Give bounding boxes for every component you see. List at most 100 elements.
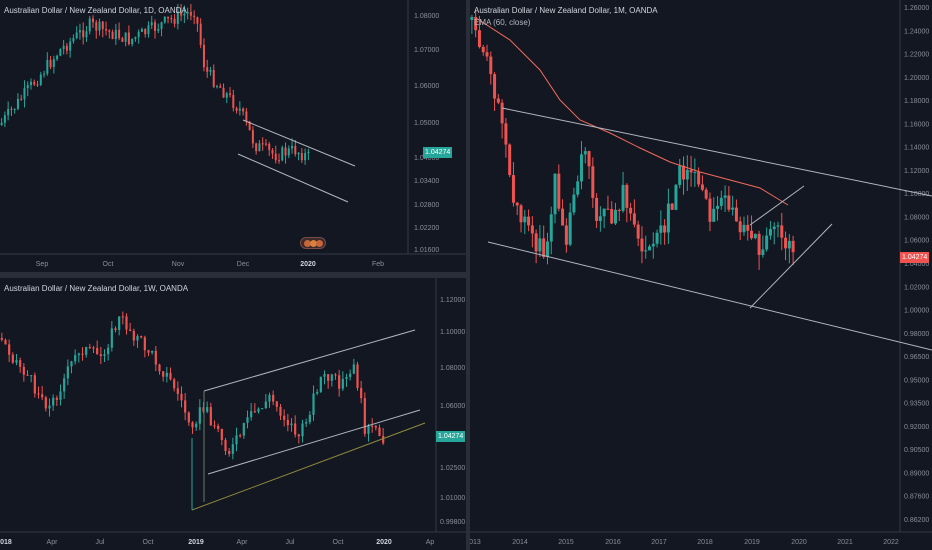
price-tick: 1.08000 bbox=[904, 214, 929, 221]
candle-body bbox=[246, 417, 249, 423]
price-tick: 0.90500 bbox=[904, 447, 929, 454]
candle-body bbox=[129, 329, 132, 331]
candle-body bbox=[37, 393, 40, 395]
candle-body bbox=[572, 194, 576, 213]
weekly-support-line bbox=[191, 422, 426, 511]
candle-body bbox=[232, 94, 235, 109]
candle-body bbox=[485, 52, 489, 57]
candle-body bbox=[689, 169, 693, 173]
candle-body bbox=[198, 407, 201, 424]
daily-chart-pane[interactable]: 1.08000 1.07000 1.06000 1.05000 1.04000 1.034… bbox=[0, 0, 466, 272]
candle-body bbox=[738, 221, 742, 233]
pane-divider-horizontal[interactable] bbox=[0, 272, 466, 278]
candle-body bbox=[640, 238, 644, 252]
candle-body bbox=[3, 115, 6, 123]
candle-body bbox=[283, 415, 286, 420]
candle-body bbox=[629, 207, 633, 214]
candle-body bbox=[125, 316, 128, 330]
monthly-upper-trendline bbox=[501, 107, 932, 197]
candle-body bbox=[341, 378, 344, 389]
candle-body bbox=[534, 233, 538, 252]
candle-body bbox=[648, 246, 652, 251]
candle-body bbox=[62, 45, 65, 49]
candle-body bbox=[561, 208, 565, 226]
candle-body bbox=[33, 375, 36, 394]
candle-body bbox=[52, 59, 55, 68]
candle-body bbox=[154, 22, 156, 31]
candle-body bbox=[530, 225, 534, 234]
candle-body bbox=[10, 108, 13, 110]
time-tick: 2019 bbox=[744, 539, 760, 546]
candle-body bbox=[496, 98, 500, 103]
daily-upper-trendline bbox=[242, 119, 356, 167]
candle-body bbox=[107, 347, 110, 355]
price-tick: 1.20000 bbox=[904, 75, 929, 82]
candle-body bbox=[176, 11, 179, 24]
candle-body bbox=[98, 21, 101, 31]
candle-body bbox=[621, 184, 625, 211]
price-tick: 1.02200 bbox=[414, 225, 439, 232]
candle-body bbox=[757, 233, 761, 255]
candle-body bbox=[7, 108, 10, 116]
candle-body bbox=[613, 209, 617, 224]
time-tick: Jul bbox=[96, 539, 105, 546]
candle-body bbox=[255, 143, 258, 152]
candle-body bbox=[99, 354, 102, 357]
candle-body bbox=[576, 181, 580, 195]
candle-body bbox=[374, 426, 377, 428]
candle-body bbox=[504, 123, 508, 145]
candle-body bbox=[160, 22, 163, 29]
candle-body bbox=[338, 375, 341, 389]
candle-body bbox=[305, 422, 308, 424]
price-tick: 0.86200 bbox=[904, 517, 929, 524]
candle-body bbox=[121, 38, 124, 42]
candle-body bbox=[127, 32, 130, 45]
time-tick: 2018 bbox=[697, 539, 713, 546]
candle-body bbox=[363, 398, 366, 434]
candle-body bbox=[301, 423, 304, 437]
weekly-chart-svg[interactable]: 1.120001.100001.080001.060001.040001.025… bbox=[0, 278, 466, 550]
monthly-chart-pane[interactable]: 1.26000 1.24000 1.22000 1.20000 1.18000 1.160… bbox=[470, 0, 932, 550]
candle-body bbox=[140, 335, 143, 338]
candle-body bbox=[101, 21, 104, 29]
monthly-chart-svg[interactable]: 1.26000 1.24000 1.22000 1.20000 1.18000 1.160… bbox=[470, 0, 932, 550]
candle-body bbox=[545, 241, 549, 258]
candle-body bbox=[542, 238, 546, 258]
candle-body bbox=[44, 397, 47, 409]
candle-body bbox=[167, 16, 170, 19]
price-tick: 1.22000 bbox=[904, 52, 929, 59]
candle-body bbox=[110, 328, 113, 348]
monthly-lower-trendline bbox=[487, 241, 932, 351]
candle-body bbox=[750, 230, 754, 239]
time-tick: 2020 bbox=[791, 539, 807, 546]
candle-body bbox=[19, 360, 22, 367]
candle-body bbox=[11, 354, 14, 363]
candle-body bbox=[95, 22, 98, 31]
candle-body bbox=[56, 55, 59, 60]
candle-body bbox=[272, 394, 275, 402]
candle-body bbox=[176, 388, 179, 394]
candle-body bbox=[235, 108, 238, 111]
candle-body bbox=[88, 18, 91, 32]
candle-body bbox=[143, 337, 146, 351]
candle-body bbox=[719, 197, 723, 206]
candle-body bbox=[163, 16, 166, 23]
candle-body bbox=[212, 69, 215, 87]
pane-divider-vertical[interactable] bbox=[466, 0, 470, 550]
price-tick: 1.05000 bbox=[414, 120, 439, 127]
candle-body bbox=[610, 209, 614, 224]
price-tick: 1.10000 bbox=[440, 329, 465, 336]
weekly-chart-pane[interactable]: 1.120001.100001.080001.060001.040001.025… bbox=[0, 278, 466, 550]
candle-body bbox=[69, 41, 72, 51]
daily-chart-svg[interactable]: 1.08000 1.07000 1.06000 1.05000 1.04000 1.034… bbox=[0, 0, 466, 272]
candle-body bbox=[8, 344, 11, 355]
candle-body bbox=[30, 375, 33, 377]
tradingview-logo[interactable] bbox=[300, 237, 326, 249]
candle-body bbox=[250, 411, 253, 418]
price-tick: 1.04000 bbox=[904, 261, 929, 268]
candle-body bbox=[274, 153, 277, 161]
candle-body bbox=[118, 316, 121, 330]
candle-body bbox=[281, 147, 284, 161]
candle-body bbox=[124, 32, 127, 42]
candle-body bbox=[224, 439, 227, 452]
